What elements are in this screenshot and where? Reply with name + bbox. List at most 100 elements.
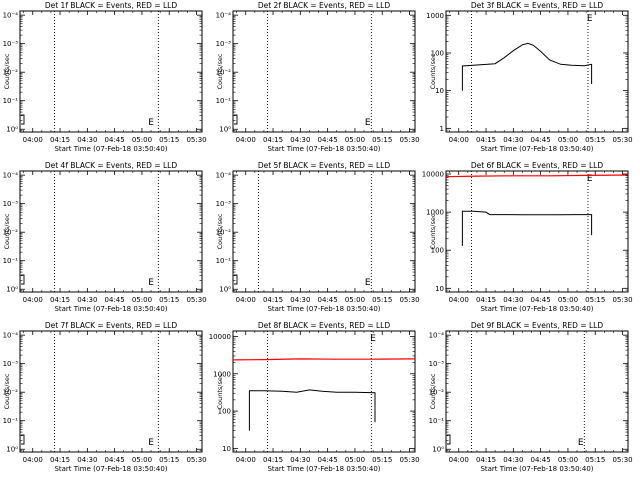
- panel-det-9: Det 9f BLACK = Events, RED = LLD Counts/s…: [429, 321, 633, 473]
- y-tick-label: 10⁻⁴: [3, 12, 19, 20]
- x-tick-label: 05:15: [585, 296, 605, 304]
- x-tick-label: 04:15: [50, 456, 70, 464]
- x-tick-label: 05:15: [159, 296, 179, 304]
- e-marker: E: [148, 118, 154, 128]
- plot-frame: [445, 170, 629, 293]
- y-tick-label: 100: [218, 408, 231, 416]
- y-tick-label: 10⁻¹: [3, 417, 19, 425]
- e-marker: E: [365, 118, 371, 128]
- x-tick-label: 04:45: [105, 456, 125, 464]
- y-tick-label: 1: [440, 125, 444, 133]
- x-tick-label: 05:30: [186, 296, 206, 304]
- x-tick-label: 05:15: [159, 456, 179, 464]
- x-tick-label: 04:30: [290, 456, 310, 464]
- panel-det-2: Det 2f BLACK = Events, RED = LLD Counts/s…: [216, 1, 420, 153]
- y-tick-label: 10000: [209, 333, 231, 341]
- plot-frame: [19, 330, 203, 453]
- plot-frame: [232, 170, 416, 293]
- x-tick-label: 04:30: [503, 456, 523, 464]
- x-tick-label: 05:00: [558, 296, 578, 304]
- y-tick-label: 10⁰: [6, 286, 18, 294]
- x-tick-label: 04:00: [23, 136, 43, 144]
- plot-frame: [445, 10, 629, 133]
- x-tick-label: 04:15: [476, 456, 496, 464]
- y-tick-label: 100: [431, 247, 444, 255]
- y-tick-label: 10⁻⁴: [3, 332, 19, 340]
- panel-title: Det 3f BLACK = Events, RED = LLD: [471, 1, 604, 10]
- y-axis-label: Counts/sec: [429, 213, 437, 249]
- y-axis-label: Counts/sec: [3, 373, 11, 409]
- x-axis-label: Start Time (07-Feb-18 03:50:40): [480, 305, 593, 313]
- x-tick-label: 04:15: [263, 136, 283, 144]
- y-tick-label: 10000: [422, 171, 444, 179]
- y-tick-label: 10⁻⁴: [216, 12, 232, 20]
- y-axis-label: Counts/sec: [3, 213, 11, 249]
- x-tick-label: 05:15: [585, 136, 605, 144]
- x-tick-label: 05:00: [345, 456, 365, 464]
- x-tick-label: 04:00: [236, 136, 256, 144]
- x-tick-label: 04:45: [318, 296, 338, 304]
- events-series-line: [248, 389, 376, 431]
- x-tick-label: 05:15: [585, 456, 605, 464]
- x-tick-label: 04:45: [105, 296, 125, 304]
- panel-det-5: Det 5f BLACK = Events, RED = LLD Counts/s…: [216, 161, 420, 313]
- y-tick-label: 10⁰: [219, 126, 231, 134]
- y-tick-label: 10⁻³: [216, 40, 232, 48]
- y-axis-label: Counts/sec: [216, 213, 224, 249]
- panel-det-8: Det 8f BLACK = Events, RED = LLD Counts/s…: [209, 321, 420, 473]
- y-tick-label: 10⁻²: [216, 69, 232, 77]
- x-tick-label: 05:00: [132, 296, 152, 304]
- y-tick-label: 10⁰: [6, 126, 18, 134]
- edge-bracket: [234, 114, 238, 125]
- y-tick-label: 10⁻¹: [3, 97, 19, 105]
- x-tick-label: 05:00: [558, 136, 578, 144]
- panel-det-6: Det 6f BLACK = Events, RED = LLD Counts/s…: [422, 161, 633, 313]
- x-tick-label: 04:45: [531, 136, 551, 144]
- e-marker: E: [370, 334, 376, 344]
- x-tick-label: 05:00: [345, 136, 365, 144]
- y-tick-label: 10⁰: [219, 286, 231, 294]
- e-marker: E: [578, 438, 584, 448]
- panel-det-1: Det 1f BLACK = Events, RED = LLD Counts/s…: [3, 1, 207, 153]
- edge-bracket: [21, 434, 25, 445]
- y-tick-label: 10⁰: [6, 446, 18, 454]
- y-tick-label: 10: [435, 285, 444, 293]
- e-marker: E: [587, 14, 593, 24]
- x-tick-label: 05:00: [132, 136, 152, 144]
- y-tick-label: 10⁻³: [3, 200, 19, 208]
- x-tick-label: 04:15: [263, 456, 283, 464]
- y-tick-label: 10⁻¹: [216, 97, 232, 105]
- x-tick-label: 04:15: [476, 136, 496, 144]
- plot-frame: [232, 330, 416, 453]
- lld-series-line: [445, 174, 629, 178]
- x-tick-label: 05:15: [372, 296, 392, 304]
- panel-title: Det 1f BLACK = Events, RED = LLD: [45, 1, 178, 10]
- x-tick-label: 04:30: [503, 136, 523, 144]
- plot-frame: [445, 330, 629, 453]
- y-tick-label: 10⁻²: [429, 389, 445, 397]
- y-tick-label: 10⁻⁴: [429, 332, 445, 340]
- events-series-line: [461, 42, 593, 91]
- x-axis-label: Start Time (07-Feb-18 03:50:40): [267, 465, 380, 473]
- x-tick-label: 04:15: [50, 296, 70, 304]
- y-tick-label: 10⁻¹: [216, 257, 232, 265]
- x-tick-label: 05:30: [612, 136, 632, 144]
- panel-det-3: Det 3f BLACK = Events, RED = LLD Counts/s…: [426, 1, 632, 153]
- y-tick-label: 10⁻²: [216, 229, 232, 237]
- plot-frame: [19, 10, 203, 133]
- x-tick-label: 05:15: [372, 136, 392, 144]
- x-axis-label: Start Time (07-Feb-18 03:50:40): [54, 145, 167, 153]
- x-tick-label: 04:15: [50, 136, 70, 144]
- e-marker: E: [587, 174, 593, 184]
- x-tick-label: 05:30: [612, 456, 632, 464]
- edge-bracket: [234, 274, 238, 285]
- plot-frame: [232, 10, 416, 133]
- x-tick-label: 05:15: [372, 456, 392, 464]
- x-tick-label: 04:30: [503, 296, 523, 304]
- x-tick-label: 04:30: [77, 296, 97, 304]
- y-tick-label: 10⁻³: [216, 200, 232, 208]
- plot-frame: [19, 170, 203, 293]
- x-tick-label: 04:00: [236, 296, 256, 304]
